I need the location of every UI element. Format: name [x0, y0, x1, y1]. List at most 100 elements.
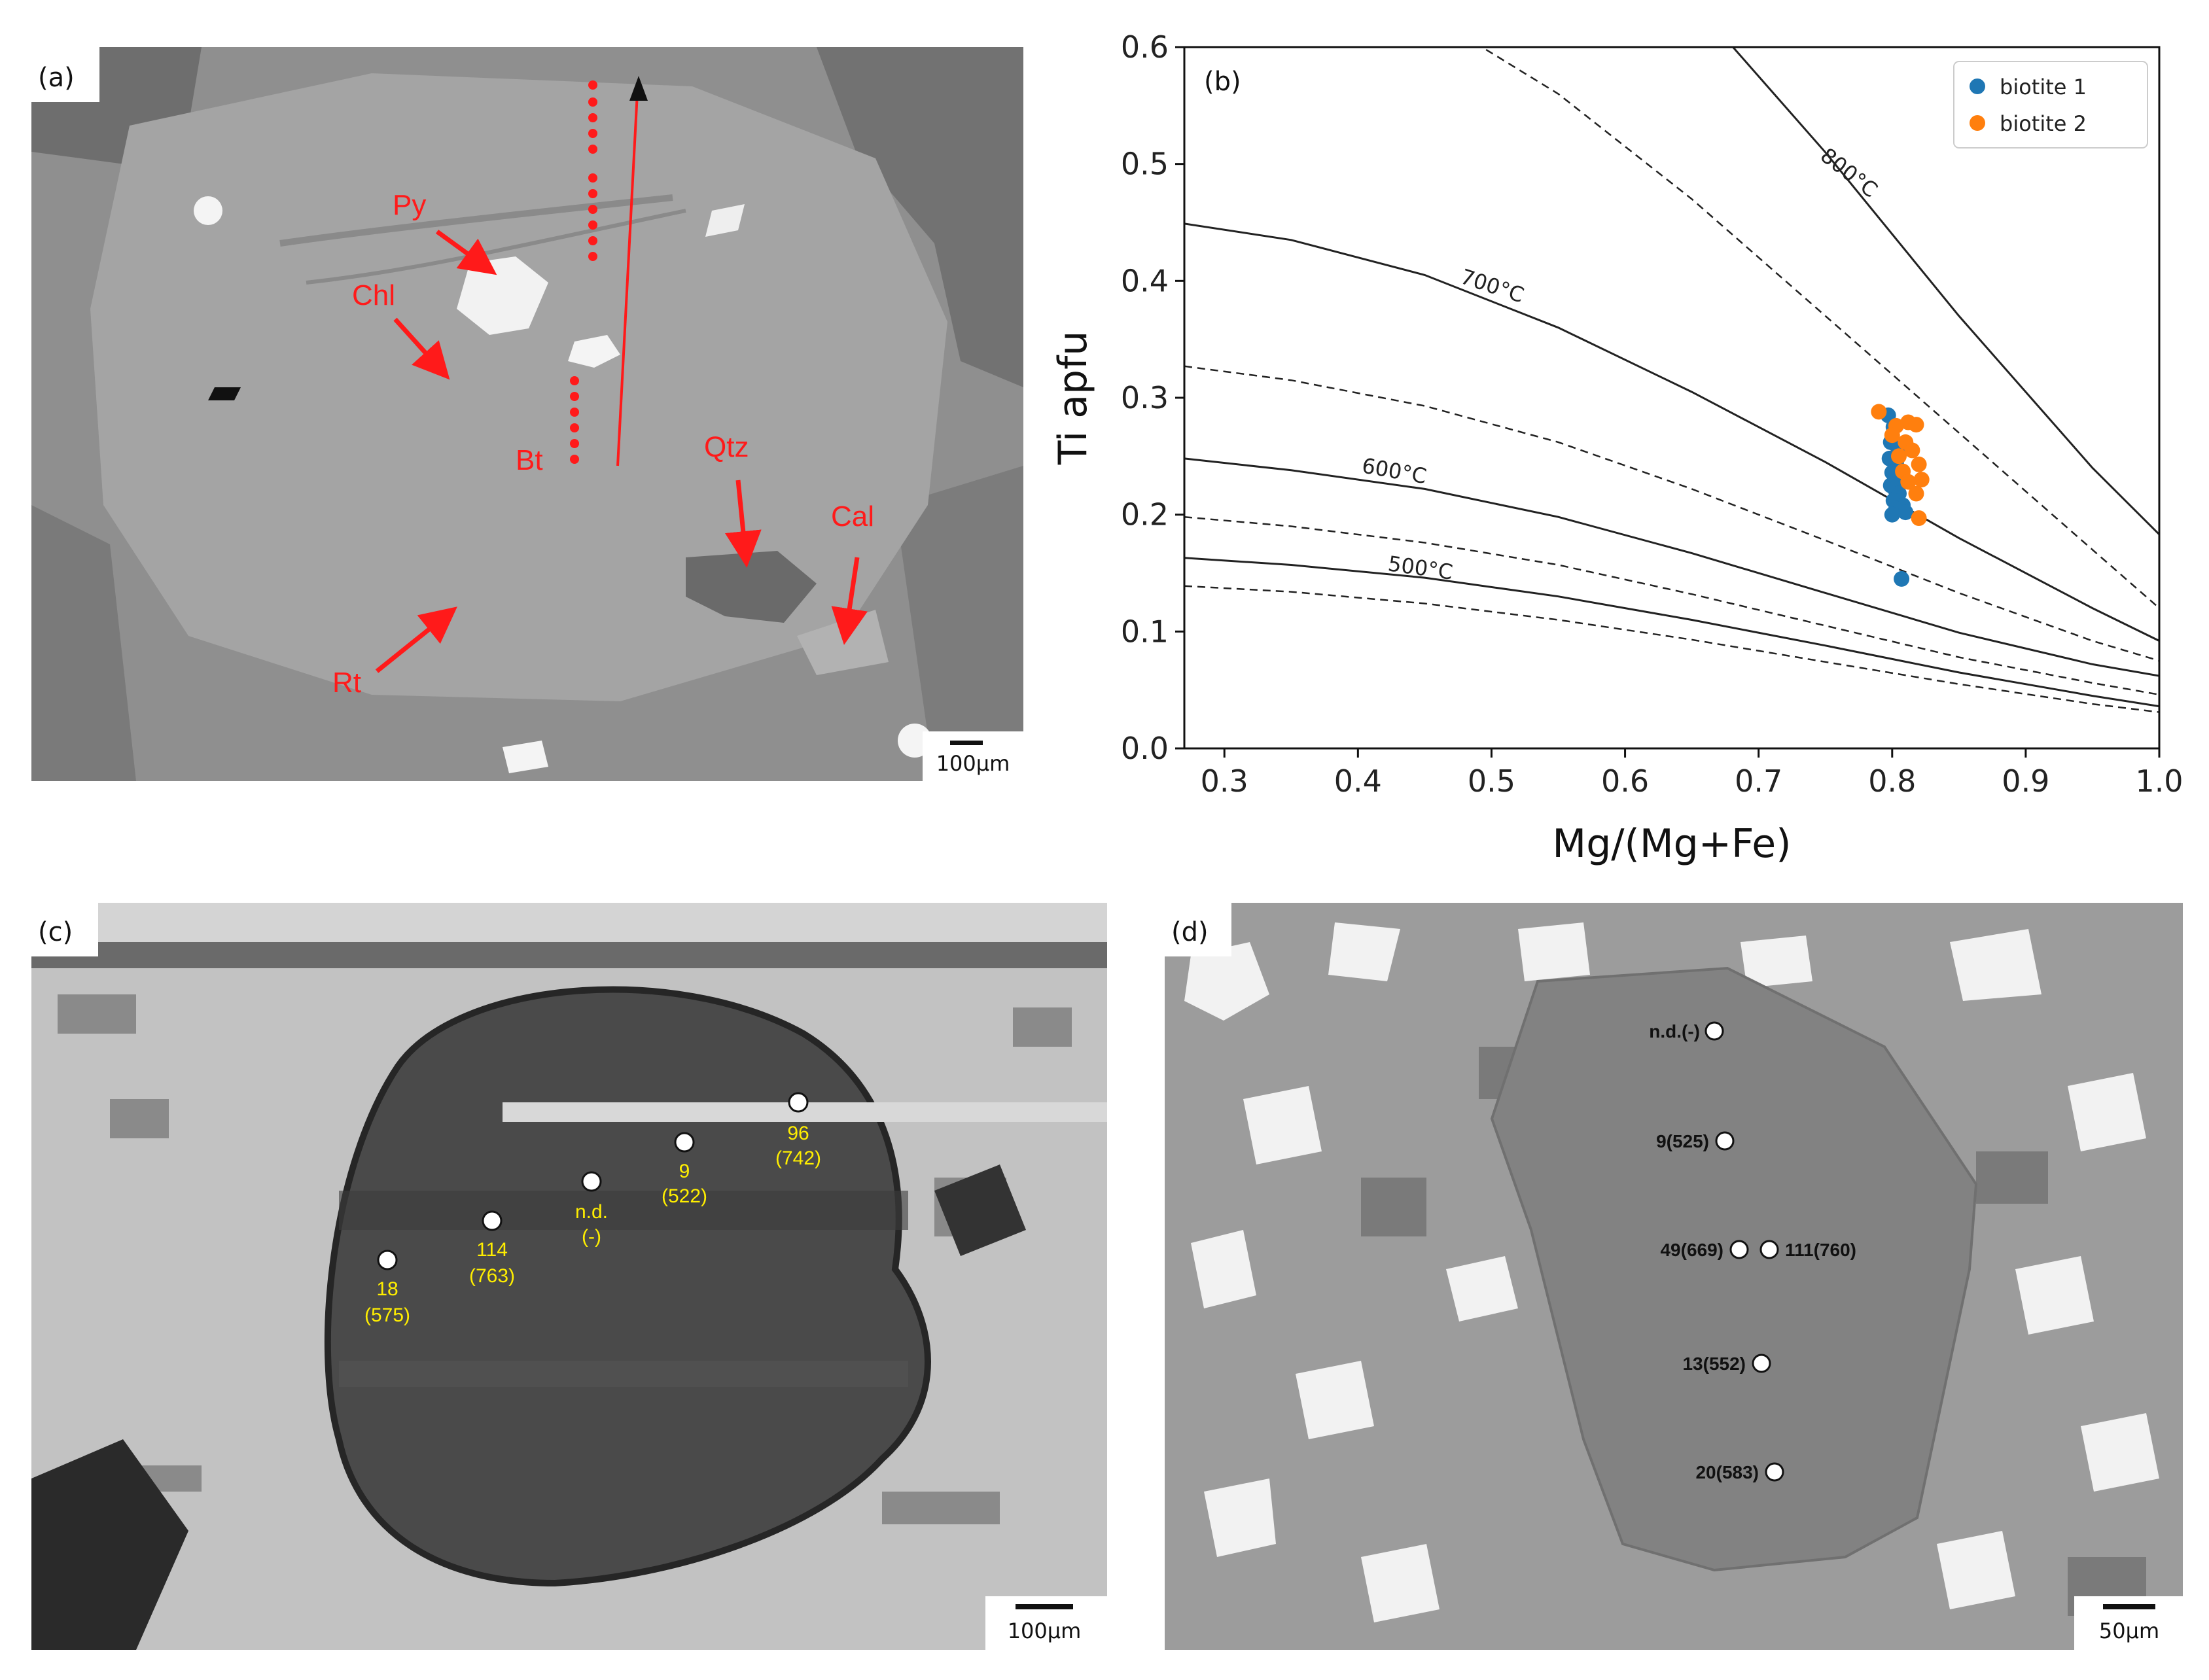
label-qtz: Qtz — [704, 431, 749, 463]
spot-96-id: 96 — [787, 1123, 809, 1144]
spot-d-nd-marker — [1705, 1021, 1724, 1041]
x-tick-label-5: 0.8 — [1868, 763, 1916, 799]
spot-d-nd-label: n.d.(-) — [1649, 1021, 1700, 1041]
point-series-2-10 — [1913, 472, 1930, 488]
spot-d-111-marker — [1759, 1240, 1779, 1259]
spot-96-value: (742) — [775, 1147, 821, 1169]
point-series-2-3 — [1908, 417, 1924, 433]
point-series-2-11 — [1900, 474, 1917, 490]
panel-a-sem-image: 100µm (a) Py Chl Bt — [31, 47, 1023, 781]
spot-114-id: 114 — [476, 1239, 508, 1261]
point-series-2-12 — [1908, 485, 1924, 502]
point-series-2-8 — [1911, 456, 1927, 472]
label-py: Py — [393, 189, 426, 221]
x-tick-label-4: 0.7 — [1735, 763, 1782, 799]
spot-d-49-marker — [1729, 1240, 1749, 1259]
legend-label-biotite-1: biotite 1 — [2000, 75, 2087, 99]
panel-a-scale-box — [923, 731, 1023, 781]
legend-box — [1953, 61, 2148, 149]
isotherm-curve-1 — [1480, 47, 2159, 609]
y-tick-label-3: 0.3 — [1121, 380, 1169, 415]
panel-b-label: (b) — [1204, 67, 1241, 97]
spot-nd-value: (-) — [582, 1226, 601, 1248]
spot-d-9-marker — [1715, 1131, 1735, 1151]
isotherm-curve-6 — [1184, 557, 2159, 708]
panel-a-label-box — [31, 47, 99, 102]
x-tick-label-3: 0.6 — [1601, 763, 1649, 799]
panel-c-sem-image: (c) 96 (742) 9 (522) n.d. (-) 114 (763) … — [31, 903, 1107, 1650]
spot-nd: n.d. (-) — [575, 1171, 608, 1248]
spot-18: 18 (575) — [364, 1250, 410, 1326]
spot-d-9-label: 9(525) — [1656, 1131, 1709, 1151]
py-arrow — [435, 230, 497, 275]
isotherm-curve-3 — [1184, 365, 2159, 662]
cal-arrow — [831, 557, 868, 645]
spot-18-id: 18 — [376, 1278, 398, 1300]
label-bt: Bt — [516, 444, 543, 476]
isotherm-label-500: 500°C — [1387, 551, 1455, 584]
spot-18-value: (575) — [364, 1304, 410, 1326]
y-tick-label-6: 0.6 — [1121, 29, 1169, 65]
point-series-1-16 — [1894, 570, 1910, 587]
x-tick-label-7: 1.0 — [2135, 763, 2183, 799]
chart-legend: biotite 1 biotite 2 — [1953, 61, 2148, 149]
label-cal: Cal — [831, 500, 874, 533]
panel-d-scale-label: 50µm — [2099, 1619, 2159, 1643]
panel-d-sem-image: (d) n.d.(-) 9(525) 49(669) 111(760) 13(5… — [1165, 903, 2183, 1650]
spot-nd-id: n.d. — [575, 1201, 608, 1223]
spot-9-marker — [674, 1132, 695, 1153]
panel-c-scale-label: 100µm — [1008, 1619, 1082, 1643]
y-tick-label-5: 0.5 — [1121, 147, 1169, 182]
spot-9: 9 (522) — [662, 1132, 707, 1207]
chl-arrow — [393, 317, 450, 380]
spot-114-marker — [482, 1210, 503, 1231]
ti-in-biotite-chart: 0.3 0.4 0.5 0.6 0.7 0.8 0.9 1.0 0.0 0.1 0.2 0.3 0.4 0… — [1050, 29, 2183, 867]
panel-d-scale-bar — [2103, 1604, 2155, 1609]
y-tick-label-0: 0.0 — [1121, 731, 1169, 766]
biotite-porphyroblast — [324, 986, 931, 1587]
isotherm-curve-5 — [1184, 516, 2159, 696]
plot-frame — [1183, 46, 2161, 750]
point-series-1-15 — [1884, 506, 1900, 523]
point-series-2-6 — [1904, 442, 1920, 459]
quartz-patch — [686, 551, 817, 623]
x-tick-label-1: 0.4 — [1334, 763, 1382, 799]
isotherm-curve-2 — [1184, 222, 2159, 642]
isotherm-label-800: 800°C — [1816, 143, 1882, 202]
dark-grain-left — [31, 1439, 188, 1650]
panel-a-scale-label: 100µm — [936, 751, 1010, 776]
x-axis-label: Mg/(Mg+Fe) — [1552, 821, 1791, 867]
panel-d-label: (d) — [1171, 917, 1209, 947]
panel-b-chart: 0.3 0.4 0.5 0.6 0.7 0.8 0.9 1.0 0.0 0.1 0.2 0.3 0.4 0… — [1040, 27, 2209, 871]
rt-arrow — [375, 606, 457, 673]
isotherm-curve-0 — [1731, 47, 2159, 536]
garnet-grain — [1490, 966, 1978, 1572]
y-tick-label-2: 0.2 — [1121, 497, 1169, 533]
analysis-points-lower — [570, 376, 579, 464]
x-tick-label-6: 0.9 — [2002, 763, 2049, 799]
panel-c-label: (c) — [38, 917, 73, 947]
point-series-2-0 — [1871, 404, 1887, 420]
isotherm-curve-4 — [1184, 457, 2159, 677]
legend-marker-biotite-1 — [1970, 79, 1985, 94]
spot-114-value: (763) — [469, 1265, 515, 1287]
x-tick-label-2: 0.5 — [1468, 763, 1515, 799]
y-axis-label: Ti apfu — [1050, 331, 1096, 466]
point-series-1-14 — [1898, 504, 1914, 521]
point-series-2-7 — [1891, 448, 1907, 464]
panel-a-label: (a) — [38, 63, 75, 93]
spot-d-13-label: 13(552) — [1682, 1354, 1746, 1374]
y-tick-label-4: 0.4 — [1121, 263, 1169, 298]
panel-a-scale-bar — [950, 741, 983, 745]
legend-label-biotite-2: biotite 2 — [2000, 111, 2087, 136]
spot-nd-marker — [581, 1171, 602, 1192]
spot-9-id: 9 — [679, 1161, 690, 1182]
legend-marker-biotite-2 — [1970, 115, 1985, 131]
x-tick-label-0: 0.3 — [1201, 763, 1248, 799]
pyrite-grain — [457, 256, 548, 335]
spot-d-20-marker — [1765, 1462, 1784, 1482]
traverse-arrowhead — [629, 76, 648, 101]
point-series-2-4 — [1884, 427, 1900, 444]
y-tick-label-1: 0.1 — [1121, 614, 1169, 649]
spot-9-value: (522) — [662, 1185, 707, 1207]
